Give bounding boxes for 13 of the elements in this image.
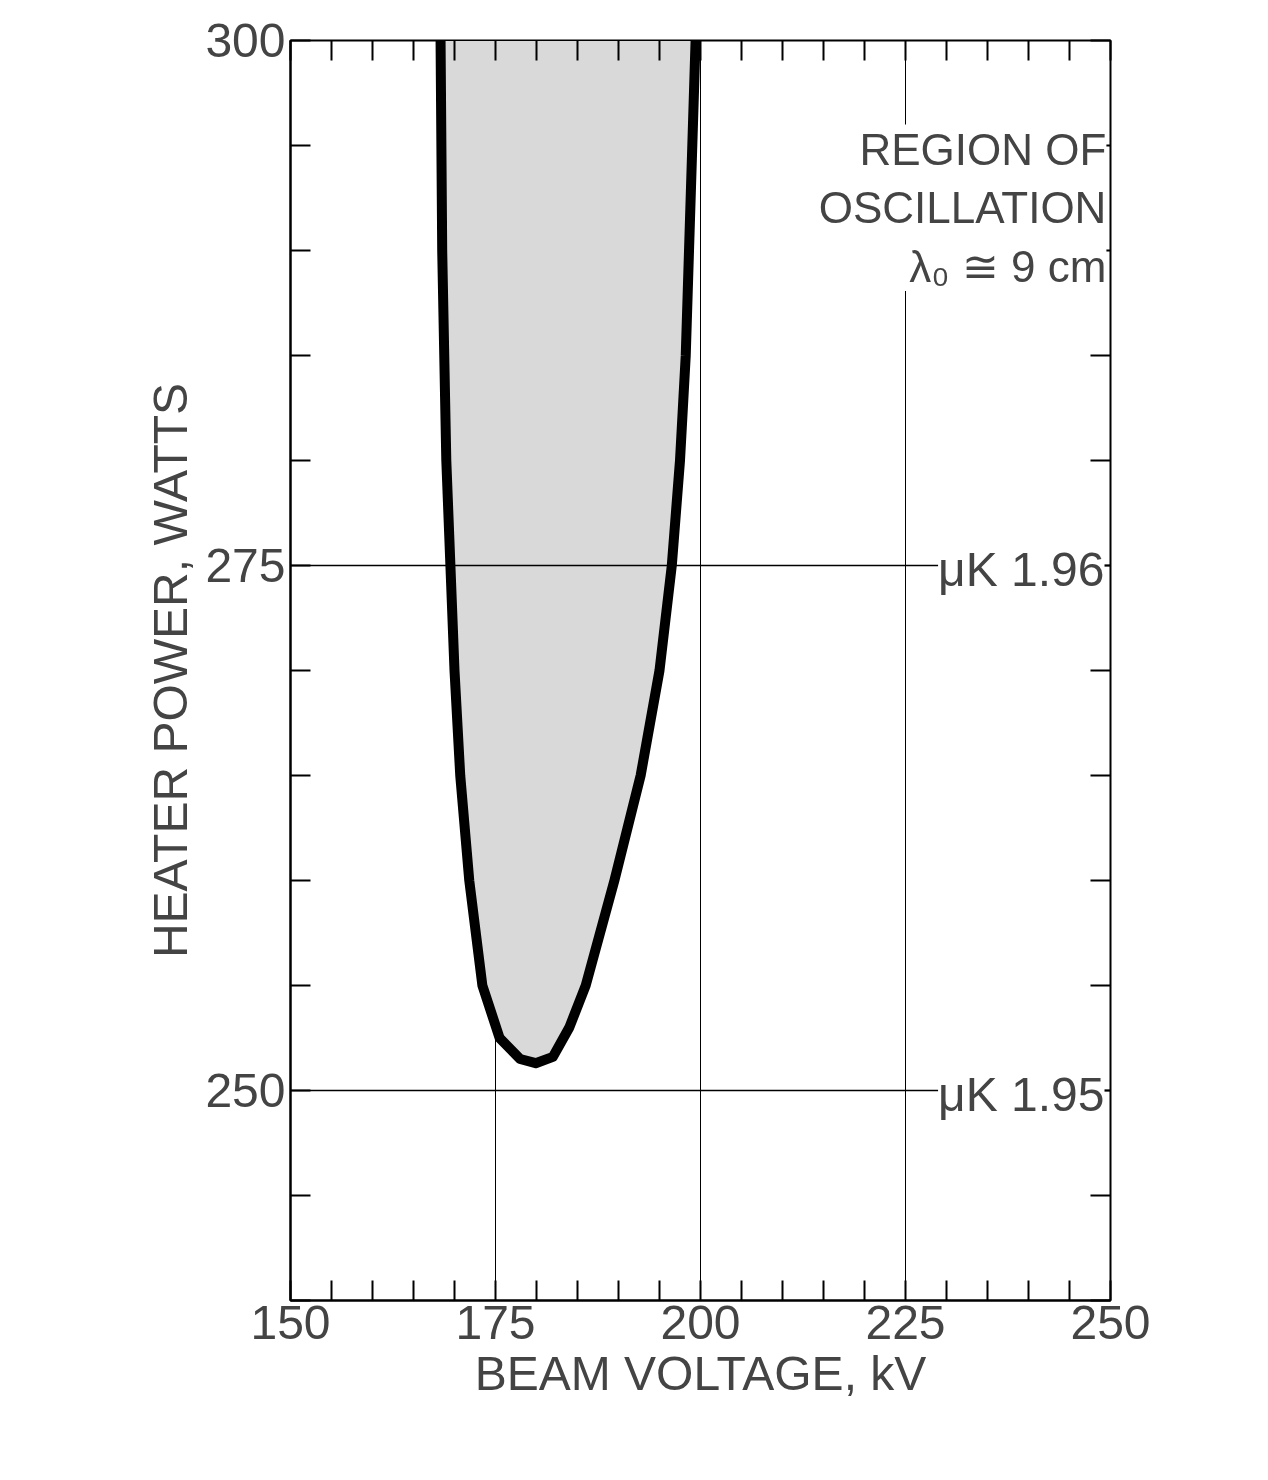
y-tick-label: 300 [205, 14, 286, 67]
x-axis-title: BEAM VOLTAGE, kV [474, 1346, 927, 1400]
x-tick-label: 150 [250, 1295, 331, 1349]
x-tick-label: 200 [660, 1295, 741, 1349]
x-tick-label: 250 [1070, 1295, 1151, 1349]
y-tick-label: 250 [205, 1064, 286, 1117]
y-tick-label: 275 [205, 539, 286, 592]
ref-line-label: μK 1.95 [938, 1068, 1105, 1121]
x-tick-label: 225 [865, 1295, 946, 1349]
y-axis-title: HEATER POWER, WATTS [144, 382, 198, 959]
x-tick-label: 175 [455, 1295, 536, 1349]
annotation: REGION OF OSCILLATION λ₀ ≅ 9 cm [818, 124, 1107, 292]
ref-line-label: μK 1.96 [938, 543, 1105, 596]
